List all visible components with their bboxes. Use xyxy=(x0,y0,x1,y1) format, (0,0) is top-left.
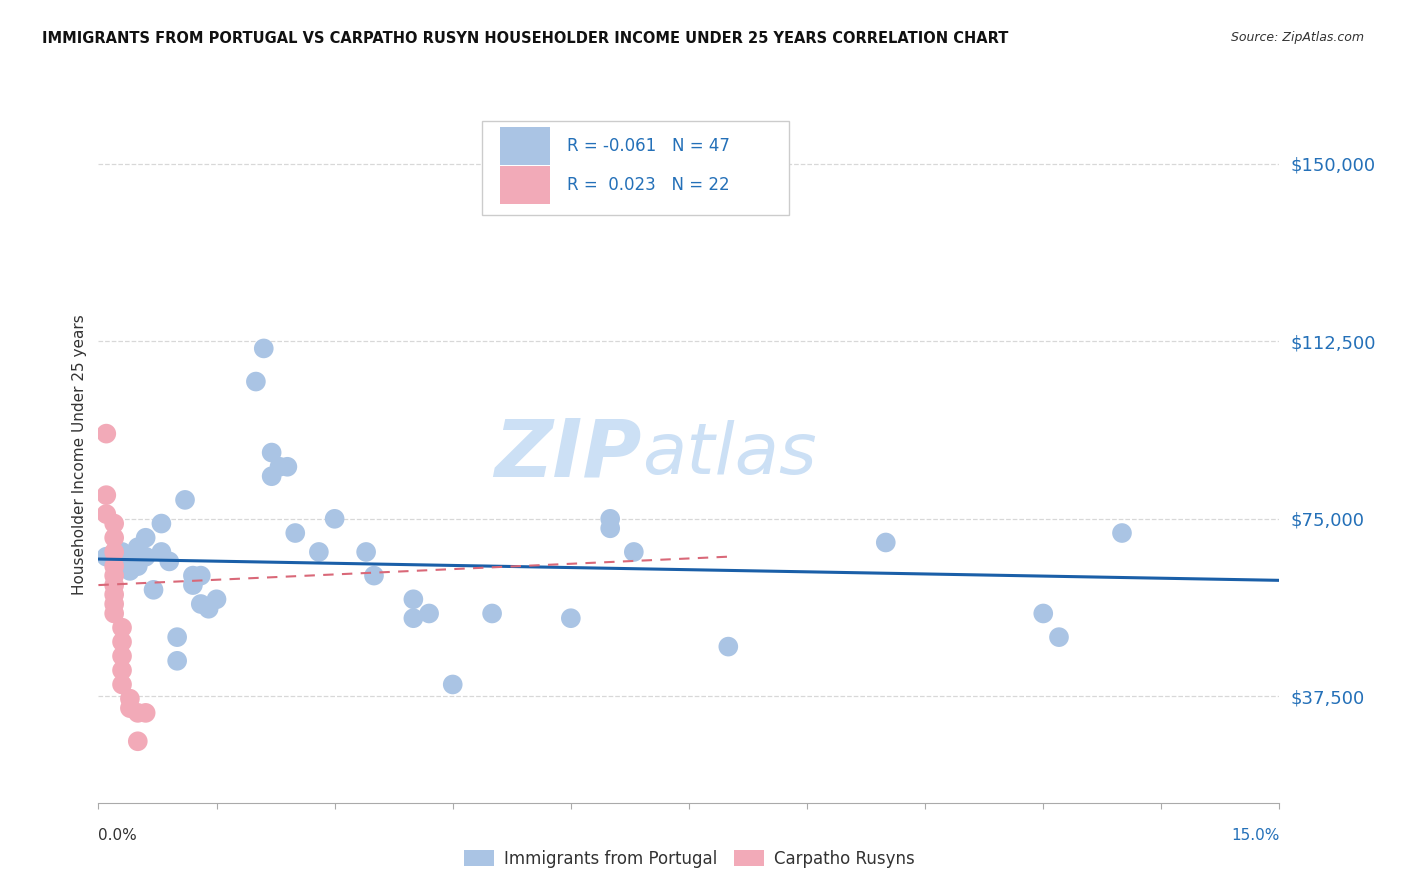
Point xyxy=(190,597,212,611)
Point xyxy=(103,588,125,602)
Point xyxy=(150,545,173,559)
Point xyxy=(190,568,212,582)
Point xyxy=(308,545,330,559)
Point xyxy=(363,568,385,582)
Point xyxy=(111,663,134,677)
Text: atlas: atlas xyxy=(641,420,817,490)
Point xyxy=(135,549,157,564)
Point xyxy=(418,607,440,621)
Point xyxy=(260,469,283,483)
Y-axis label: Householder Income Under 25 years: Householder Income Under 25 years xyxy=(72,315,87,595)
Point xyxy=(560,611,582,625)
Point xyxy=(354,545,377,559)
Point xyxy=(118,564,141,578)
Text: Source: ZipAtlas.com: Source: ZipAtlas.com xyxy=(1230,31,1364,45)
Point xyxy=(135,531,157,545)
Point xyxy=(623,545,645,559)
Point xyxy=(127,540,149,554)
Point xyxy=(157,554,180,568)
Text: ZIP: ZIP xyxy=(495,416,641,494)
Text: IMMIGRANTS FROM PORTUGAL VS CARPATHO RUSYN HOUSEHOLDER INCOME UNDER 25 YEARS COR: IMMIGRANTS FROM PORTUGAL VS CARPATHO RUS… xyxy=(42,31,1008,46)
Point xyxy=(875,535,897,549)
Point xyxy=(245,375,267,389)
Point xyxy=(599,512,621,526)
Point xyxy=(103,568,125,582)
Point xyxy=(1111,526,1133,541)
Point xyxy=(118,701,141,715)
Point xyxy=(717,640,740,654)
Point xyxy=(111,677,134,691)
Text: 0.0%: 0.0% xyxy=(98,828,138,843)
Point xyxy=(323,512,346,526)
Point xyxy=(166,654,188,668)
Point xyxy=(103,597,125,611)
Point xyxy=(402,592,425,607)
Legend: Immigrants from Portugal, Carpatho Rusyns: Immigrants from Portugal, Carpatho Rusyn… xyxy=(457,843,921,874)
Text: R = -0.061   N = 47: R = -0.061 N = 47 xyxy=(567,136,730,154)
Point xyxy=(103,607,125,621)
Point xyxy=(103,554,125,568)
Point xyxy=(276,459,298,474)
Point xyxy=(103,578,125,592)
Point xyxy=(142,582,165,597)
FancyBboxPatch shape xyxy=(501,166,550,204)
Point xyxy=(269,459,291,474)
Point xyxy=(118,549,141,564)
Point xyxy=(111,621,134,635)
Point xyxy=(118,691,141,706)
Point xyxy=(103,516,125,531)
Point xyxy=(127,706,149,720)
Text: 15.0%: 15.0% xyxy=(1232,828,1279,843)
Point xyxy=(96,507,118,521)
Point xyxy=(103,531,125,545)
Point xyxy=(96,488,118,502)
Point xyxy=(111,635,134,649)
Point xyxy=(111,545,134,559)
Point xyxy=(127,559,149,574)
Point xyxy=(150,516,173,531)
Point xyxy=(1032,607,1054,621)
Point xyxy=(96,549,118,564)
Text: R =  0.023   N = 22: R = 0.023 N = 22 xyxy=(567,177,730,194)
FancyBboxPatch shape xyxy=(482,121,789,215)
Point xyxy=(402,611,425,625)
Point xyxy=(96,426,118,441)
Point xyxy=(181,568,204,582)
Point xyxy=(103,559,125,574)
Point xyxy=(284,526,307,541)
Point xyxy=(181,578,204,592)
Point xyxy=(205,592,228,607)
Point xyxy=(111,649,134,664)
Point xyxy=(135,706,157,720)
Point xyxy=(197,601,219,615)
Point xyxy=(441,677,464,691)
Point xyxy=(260,445,283,459)
Point xyxy=(599,521,621,535)
Point xyxy=(103,545,125,559)
Point xyxy=(481,607,503,621)
Point xyxy=(127,734,149,748)
Point xyxy=(166,630,188,644)
FancyBboxPatch shape xyxy=(501,127,550,165)
Point xyxy=(253,342,276,356)
Point xyxy=(1047,630,1070,644)
Point xyxy=(174,492,197,507)
